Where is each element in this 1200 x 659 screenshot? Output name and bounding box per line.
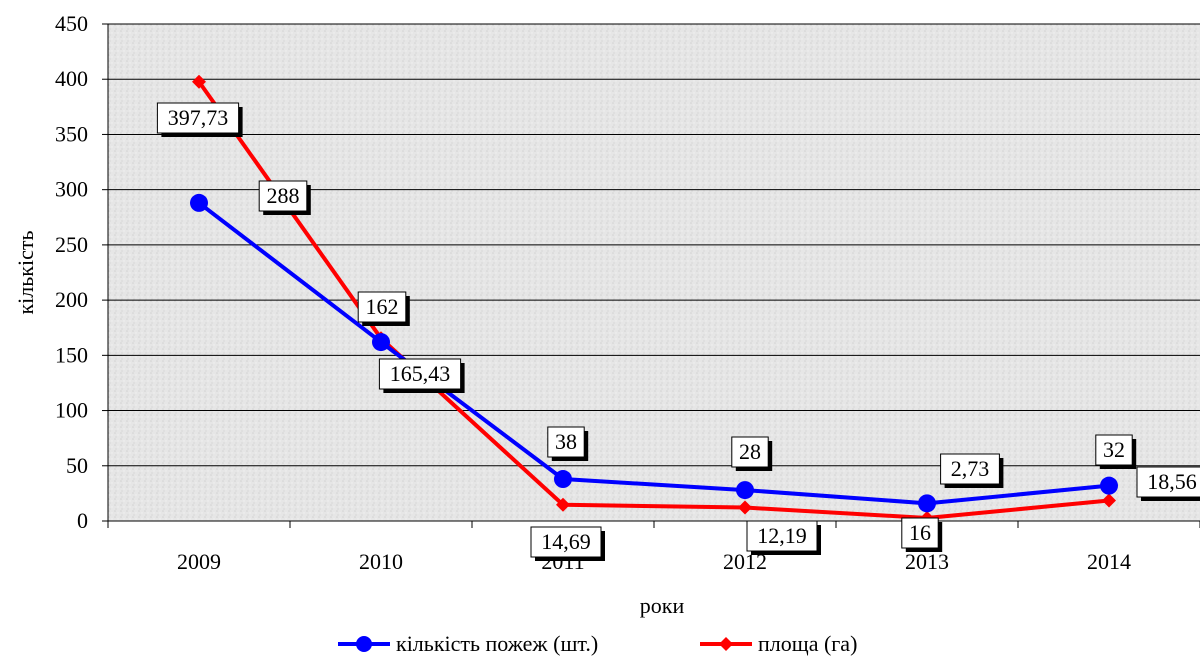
data-label: 16 (901, 517, 943, 552)
x-axis-title: роки (640, 593, 685, 618)
legend-marker (719, 637, 733, 651)
x-tick-label: 2010 (359, 549, 403, 574)
y-tick-label: 200 (55, 287, 88, 312)
plot-area (108, 24, 1200, 521)
y-tick-label: 100 (55, 398, 88, 423)
data-label-box (530, 526, 602, 558)
y-tick-label: 150 (55, 342, 88, 367)
data-label-box (901, 517, 939, 549)
data-label-box (547, 426, 585, 458)
data-label-value: 28 (739, 439, 761, 464)
data-label-value: 14,69 (541, 529, 591, 554)
data-label-box (1136, 466, 1200, 498)
data-label-box (731, 436, 769, 468)
y-tick-label: 50 (66, 453, 88, 478)
data-label: 397,73 (156, 102, 243, 137)
data-label: 288 (258, 180, 311, 215)
y-tick-label: 0 (77, 508, 88, 533)
data-label-value: 397,73 (168, 105, 229, 130)
data-label-value: 16 (909, 520, 931, 545)
data-label-value: 165,43 (390, 361, 451, 386)
legend-label: кількість пожеж (шт.) (396, 631, 598, 656)
data-point (918, 494, 936, 513)
data-label-value: 38 (555, 429, 577, 454)
data-label: 162 (357, 291, 410, 326)
data-point (736, 481, 754, 500)
legend: кількість пожеж (шт.) площа (га) (338, 631, 857, 656)
data-label-value: 2,73 (951, 456, 990, 481)
data-label-box (156, 102, 240, 134)
data-point (554, 470, 572, 489)
data-label-box (1095, 434, 1133, 466)
data-label-box (258, 180, 308, 212)
data-point (556, 497, 570, 512)
data-label: 28 (731, 436, 773, 471)
series-line (197, 201, 1110, 506)
x-tick-label: 2009 (177, 549, 221, 574)
data-label-box (378, 358, 462, 390)
data-point (372, 333, 390, 352)
data-label: 32 (1095, 434, 1137, 469)
y-axis-title: кількість (13, 230, 38, 314)
data-label-value: 162 (366, 294, 399, 319)
y-tick-label: 250 (55, 232, 88, 257)
data-point (738, 500, 752, 515)
data-point (192, 74, 206, 89)
legend-marker (356, 636, 372, 652)
legend-item: кількість пожеж (шт.) (338, 631, 598, 656)
data-label: 14,69 (530, 526, 605, 561)
data-label: 38 (547, 426, 589, 461)
data-point (1102, 493, 1116, 508)
data-label-box (940, 453, 1000, 485)
legend-item: площа (га) (700, 631, 857, 656)
y-tick-label: 400 (55, 66, 88, 91)
data-labels: 288 162 38 28 16 32 397,73 165,43 14,69 12,19 2,73… (156, 102, 1200, 561)
x-tick-label: 2013 (905, 549, 949, 574)
data-label-value: 32 (1103, 437, 1125, 462)
data-point (190, 193, 208, 212)
series-lines (190, 74, 1118, 525)
data-label: 12,19 (746, 520, 821, 555)
data-label-value: 12,19 (757, 523, 807, 548)
y-tick-label: 350 (55, 121, 88, 146)
legend-label: площа (га) (758, 631, 857, 656)
data-label-value: 18,56 (1147, 469, 1197, 494)
y-tick-label: 300 (55, 177, 88, 202)
data-point (1100, 476, 1118, 495)
data-label: 18,56 (1136, 466, 1200, 501)
y-tick-label: 450 (55, 11, 88, 36)
data-label-value: 288 (267, 183, 300, 208)
x-tick-label: 2014 (1087, 549, 1131, 574)
data-label: 2,73 (940, 453, 1004, 488)
series-line (197, 80, 1110, 520)
data-label-box (357, 291, 407, 323)
data-label: 165,43 (378, 358, 465, 393)
data-label-box (746, 520, 818, 552)
